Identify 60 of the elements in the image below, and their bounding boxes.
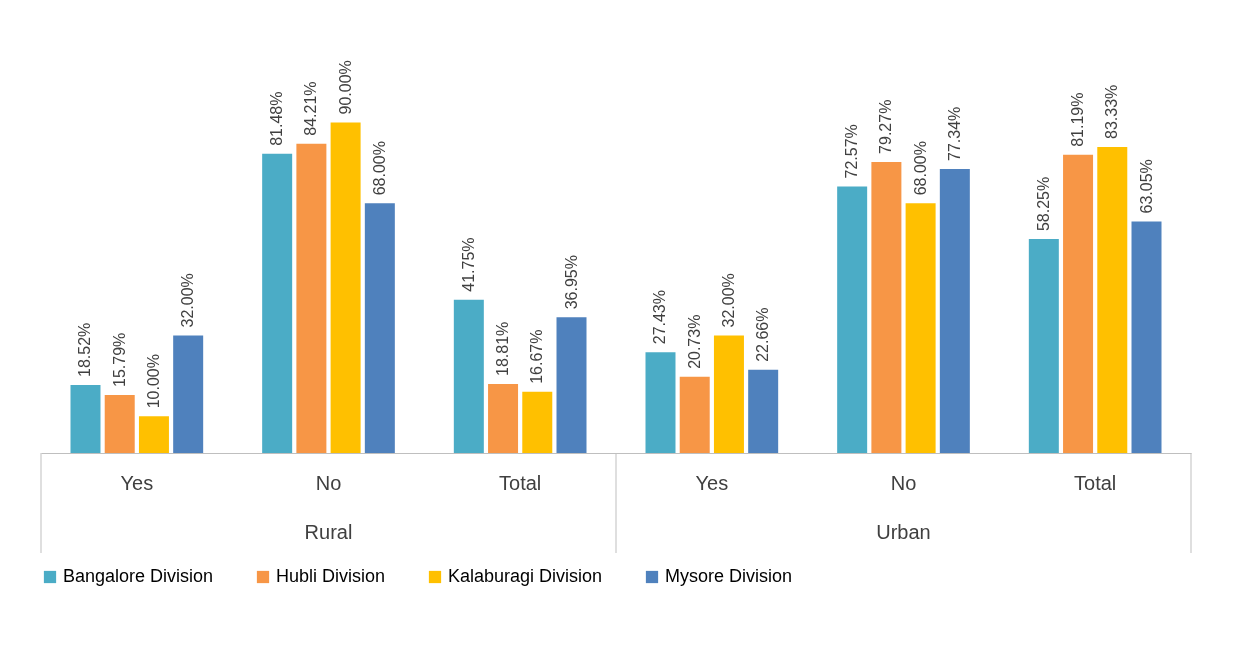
data-label: 32.00% [719, 273, 737, 328]
data-label: 27.43% [651, 290, 669, 345]
bar [262, 153, 293, 453]
data-label: 58.25% [1034, 176, 1052, 232]
bar [453, 299, 484, 453]
data-label: 72.57% [843, 124, 861, 179]
x-tick-label: No [890, 471, 917, 494]
legend-label: Kalaburagi Division [448, 566, 603, 586]
legend-label: Mysore Division [665, 566, 793, 586]
x-tick-label: Yes [695, 471, 729, 494]
bar [70, 384, 101, 453]
bar [138, 416, 169, 453]
data-label: 20.73% [685, 314, 703, 369]
legend-label: Bangalore Division [63, 566, 214, 586]
bar [1097, 146, 1128, 453]
bar [1131, 221, 1162, 453]
data-label: 15.79% [110, 332, 128, 388]
data-label: 22.66% [754, 307, 772, 362]
bar [330, 122, 361, 453]
bar [1028, 239, 1059, 453]
bar [939, 168, 970, 453]
bar [173, 335, 204, 453]
legend-label: Hubli Division [276, 566, 386, 586]
bar [679, 376, 710, 453]
bar [837, 186, 868, 453]
x-tick-label: No [315, 471, 342, 494]
bar [713, 335, 744, 453]
data-label: 18.52% [76, 322, 94, 377]
data-label: 36.95% [562, 255, 580, 310]
bar [556, 317, 587, 453]
x-tick-label: Total [499, 471, 542, 494]
bar [1063, 154, 1094, 453]
data-label: 63.05% [1137, 159, 1155, 214]
data-label: 79.27% [877, 99, 895, 154]
bar [522, 391, 553, 453]
bar [296, 143, 327, 453]
x-tick-label: Total [1074, 471, 1117, 494]
bar [364, 203, 395, 453]
data-label: 68.00% [370, 141, 388, 196]
bar [748, 369, 779, 453]
bar [488, 383, 519, 453]
data-label: 83.33% [1103, 84, 1121, 139]
bar [104, 395, 135, 453]
bar [905, 203, 936, 453]
data-label: 81.48% [268, 91, 286, 146]
data-label: 77.34% [945, 106, 963, 161]
bar [645, 352, 676, 453]
data-label: 68.00% [911, 141, 929, 196]
data-label: 18.81% [494, 321, 512, 376]
data-label: 10.00% [144, 354, 162, 409]
data-label: 32.00% [179, 273, 197, 328]
text: Urban [876, 521, 931, 543]
data-label: 84.21% [302, 81, 320, 136]
text: Rural [304, 521, 353, 543]
x-tick-label: Yes [120, 471, 154, 494]
data-label: 16.67% [528, 329, 546, 384]
bar [871, 161, 902, 453]
data-label: 41.75% [459, 237, 477, 292]
data-label: 81.19% [1069, 92, 1087, 147]
data-label: 90.00% [336, 60, 354, 115]
